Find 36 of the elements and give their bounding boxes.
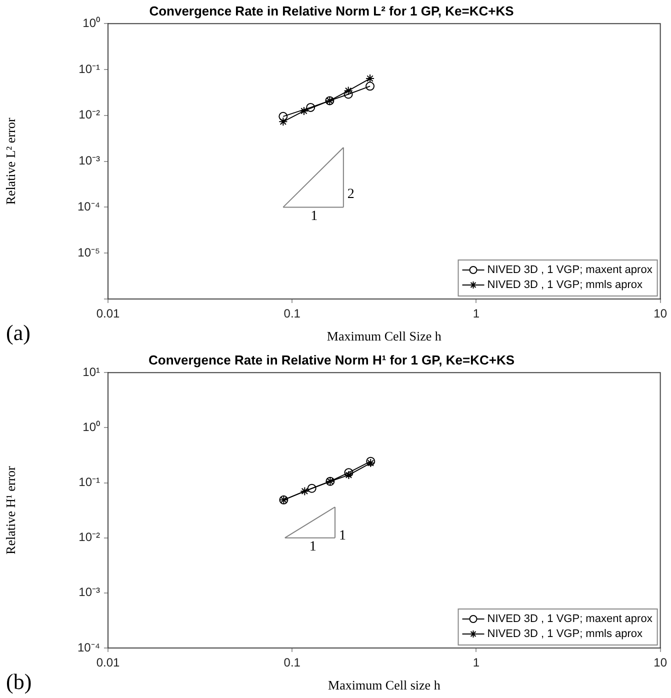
legend-label: NIVED 3D , 1 VGP; mmls aprox bbox=[487, 628, 644, 640]
chart-title: Convergence Rate in Relative Norm L² for 1 GP, Ke=KC+KS bbox=[149, 3, 514, 18]
legend-label: NIVED 3D , 1 VGP; maxent aprox bbox=[487, 613, 653, 626]
y-tick-label: 10⁻⁴ bbox=[77, 200, 100, 214]
annotation: 1 bbox=[339, 528, 346, 544]
x-tick-label: 10 bbox=[654, 656, 668, 670]
y-tick-label: 10⁻¹ bbox=[78, 475, 100, 490]
chart-title: Convergence Rate in Relative Norm H¹ for 1 GP, Ke=KC+KS bbox=[148, 352, 515, 368]
y-tick-label: 10⁻² bbox=[78, 530, 100, 544]
x-tick-label: 10 bbox=[654, 306, 668, 321]
x-axis-title: Maximum Cell Size h bbox=[326, 328, 442, 344]
y-tick-label: 10⁻³ bbox=[78, 154, 100, 168]
x-tick-label: 0.1 bbox=[284, 656, 301, 670]
y-tick-label: 10⁻² bbox=[78, 108, 100, 122]
y-tick-label: 10⁻³ bbox=[78, 585, 100, 600]
y-tick-label: 10⁰ bbox=[82, 420, 100, 434]
x-tick-label: 0.01 bbox=[96, 306, 120, 321]
annotation: 1 bbox=[309, 540, 316, 555]
y-tick-label: 10⁻⁵ bbox=[78, 245, 100, 260]
y-tick-label: 10⁻¹ bbox=[78, 62, 100, 76]
x-tick-label: 0.1 bbox=[284, 306, 301, 321]
y-axis-title: Relative L² error bbox=[3, 117, 18, 205]
y-axis-title: Relative H¹ error bbox=[3, 465, 18, 554]
x-tick-label: 0.01 bbox=[96, 656, 120, 670]
y-tick-label: 10⁰ bbox=[82, 16, 100, 30]
annotation: 2 bbox=[347, 186, 354, 202]
text: (b) bbox=[6, 668, 32, 694]
x-tick-label: 1 bbox=[472, 306, 480, 321]
x-axis-title: Maximum Cell size h bbox=[328, 678, 441, 693]
legend-label: NIVED 3D , 1 VGP; maxent aprox bbox=[487, 264, 653, 276]
annotation: 1 bbox=[310, 208, 318, 224]
y-tick-label: 10¹ bbox=[82, 364, 100, 379]
x-tick-label: 1 bbox=[472, 656, 480, 670]
text: (a) bbox=[6, 320, 30, 345]
legend-label: NIVED 3D , 1 VGP; mmls aprox bbox=[487, 279, 644, 292]
y-tick-label: 10⁻⁴ bbox=[77, 640, 100, 654]
